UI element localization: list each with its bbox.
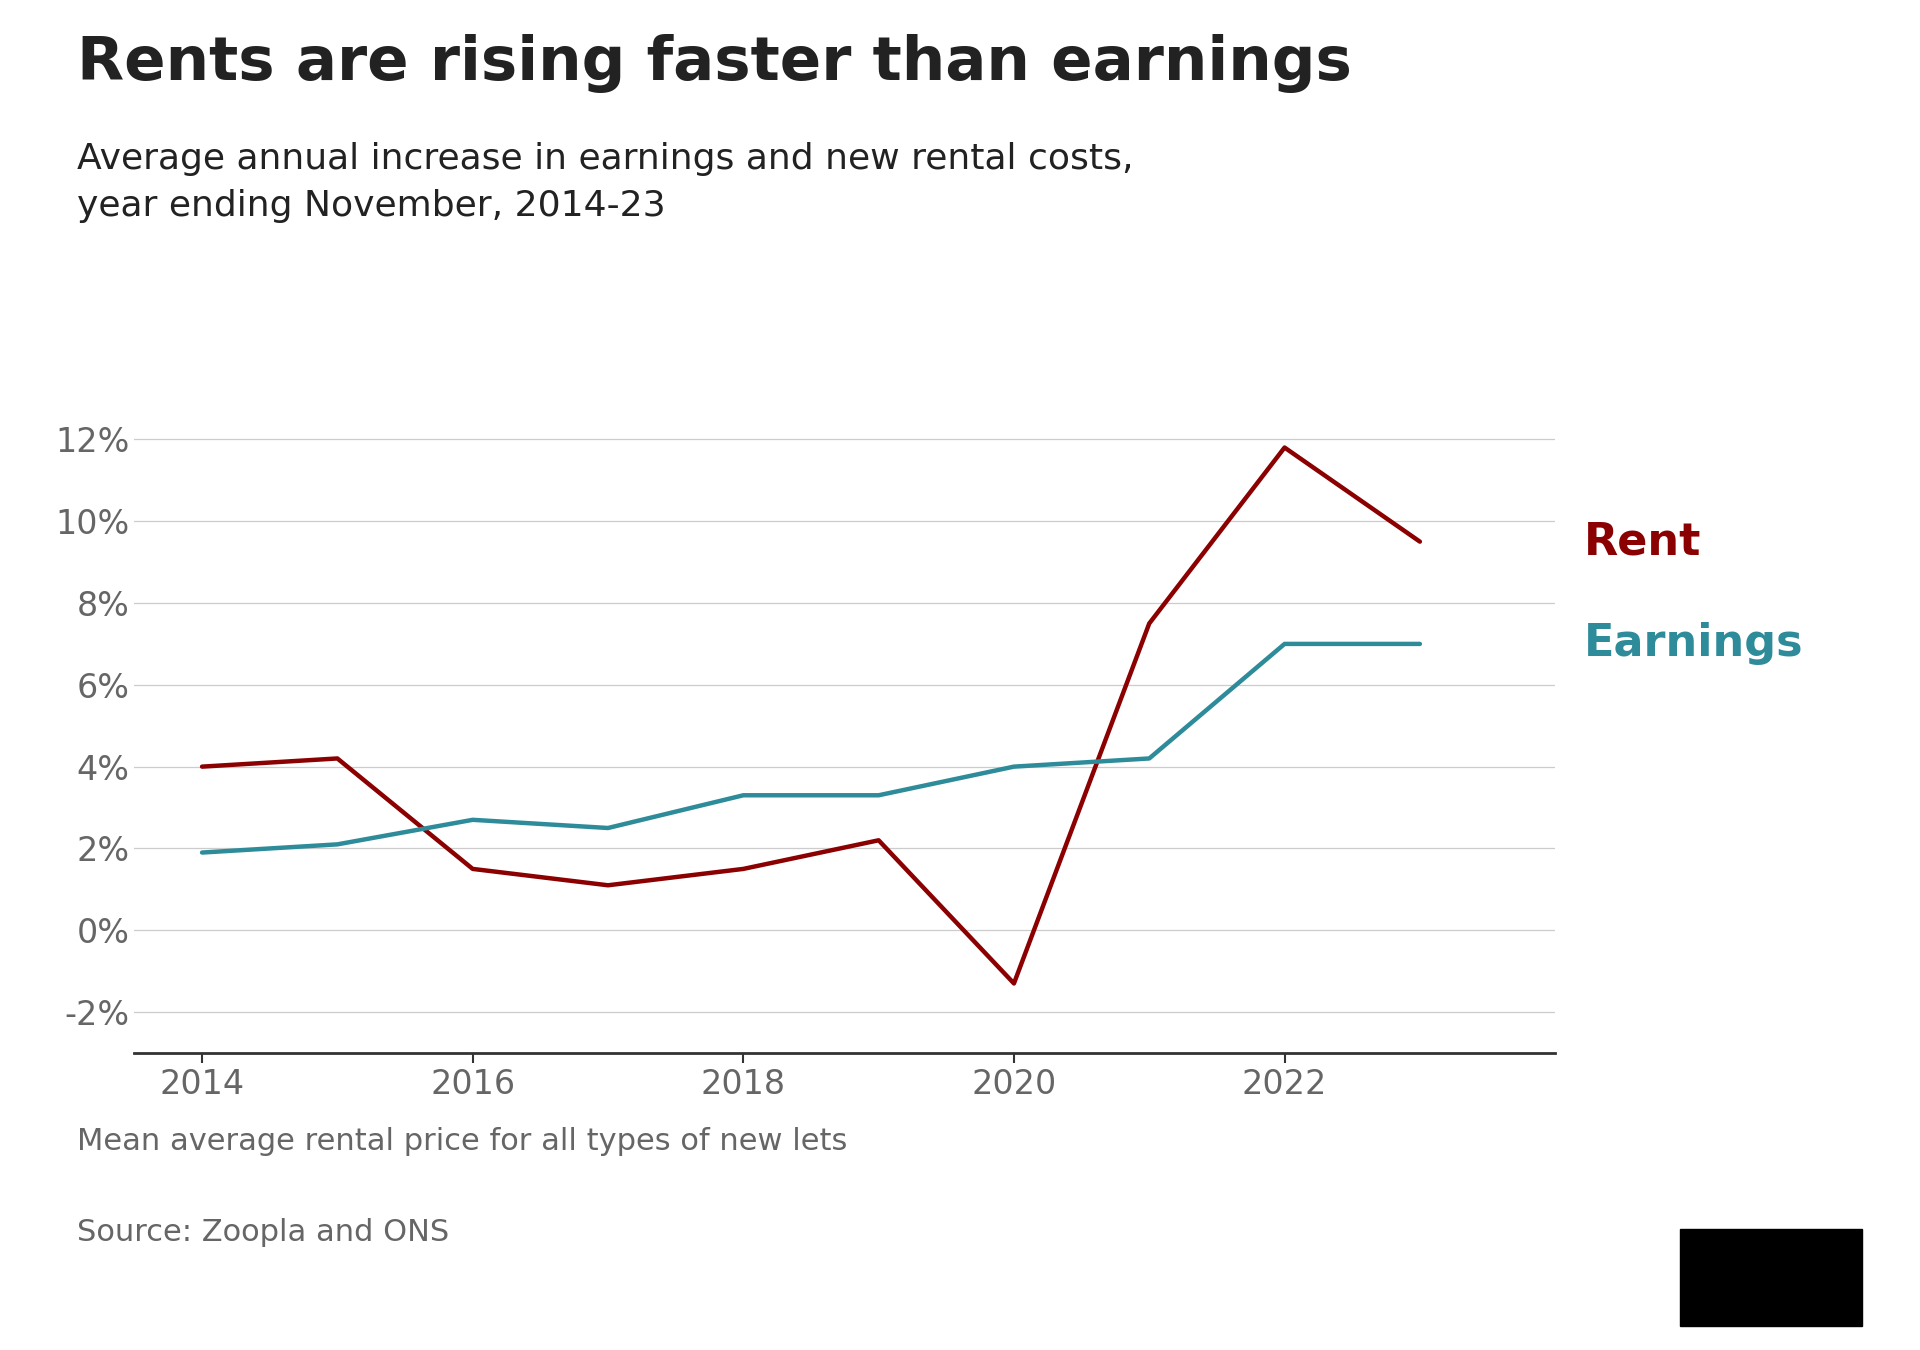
Text: Average annual increase in earnings and new rental costs,
year ending November, : Average annual increase in earnings and …	[77, 142, 1133, 223]
Text: Rents are rising faster than earnings: Rents are rising faster than earnings	[77, 34, 1352, 93]
Text: Source: Zoopla and ONS: Source: Zoopla and ONS	[77, 1218, 449, 1246]
FancyBboxPatch shape	[1688, 1243, 1736, 1311]
FancyBboxPatch shape	[1797, 1243, 1843, 1311]
Text: Earnings: Earnings	[1584, 622, 1803, 666]
Text: B: B	[1701, 1264, 1722, 1291]
Text: B: B	[1755, 1264, 1776, 1291]
Text: Mean average rental price for all types of new lets: Mean average rental price for all types …	[77, 1127, 847, 1156]
Text: C: C	[1811, 1264, 1830, 1291]
FancyBboxPatch shape	[1741, 1243, 1789, 1311]
Text: Rent: Rent	[1584, 520, 1701, 563]
